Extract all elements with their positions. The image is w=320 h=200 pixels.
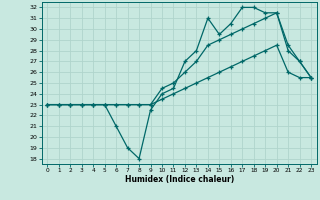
X-axis label: Humidex (Indice chaleur): Humidex (Indice chaleur) <box>124 175 234 184</box>
